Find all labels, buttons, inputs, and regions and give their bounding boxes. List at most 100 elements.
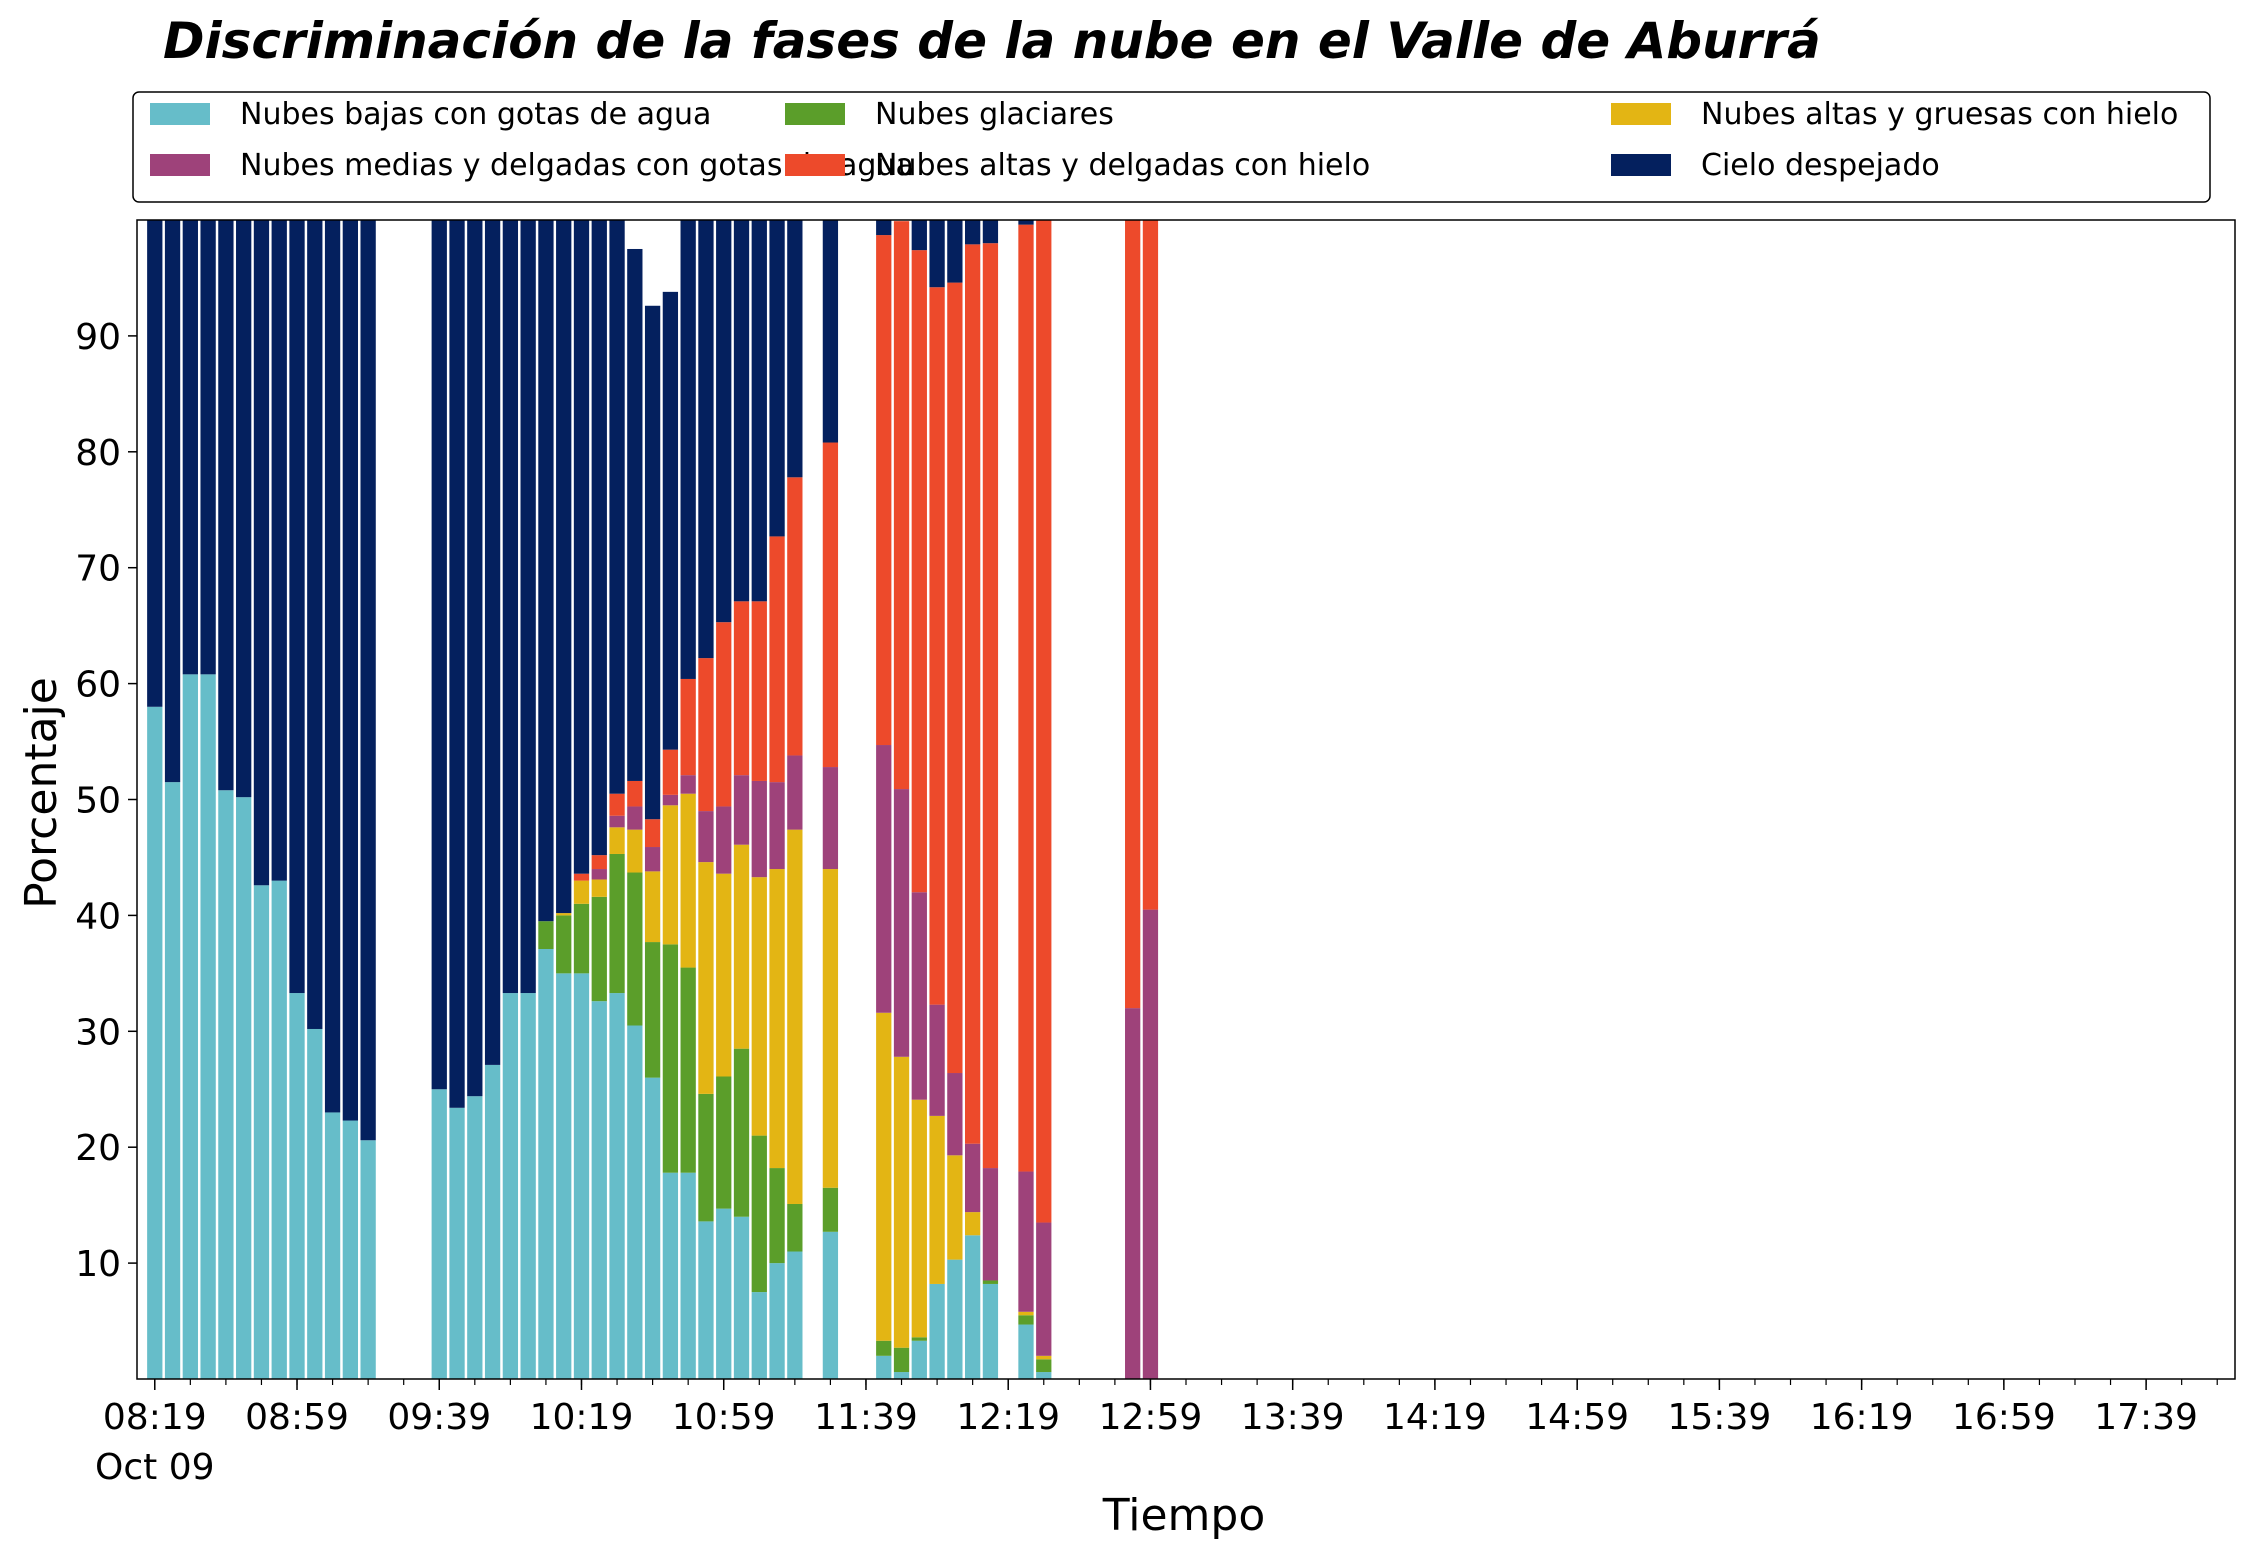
bar-segment-2-31 [698,1093,714,1222]
bar-segment-6-26 [609,220,625,794]
bar-segment-6-41 [876,220,892,236]
bar-segment-3-42 [893,1056,910,1348]
bar-segment-6-49 [1018,220,1034,225]
bar-segment-1-19 [484,1064,501,1379]
bar-segment-1-32 [716,1208,732,1379]
bar-segment-4-26 [609,815,625,828]
bar-segment-3-28 [644,871,661,943]
bar-segment-5-35 [769,536,785,783]
legend: Nubes bajas con gotas de agua Nubes glaci… [132,91,2211,203]
bar-segment-3-41 [876,1012,892,1341]
y-tick-label-70: 70 [75,549,121,590]
bar-segment-6-16 [431,220,447,1090]
legend-swatch-6 [1611,154,1671,176]
bar-segment-6-38 [822,220,839,443]
bar-segment-3-26 [609,827,625,854]
x-tick-label-979: 16:19 [1810,1397,1914,1438]
bar-segment-6-46 [965,220,981,245]
bar-segment-4-32 [716,806,732,874]
legend-swatch-3 [1611,103,1671,125]
bar-segment-1-30 [680,1172,696,1379]
bar-segment-2-35 [769,1168,785,1264]
x-tick-label-619: 10:19 [530,1397,634,1438]
legend-swatch-5 [785,154,845,176]
bar-segment-1-8 [289,993,305,1379]
bar-segment-4-29 [662,794,679,806]
bar-segment-2-33 [733,1048,750,1217]
bar-segment-5-41 [876,235,892,746]
bar-segment-6-9 [307,220,323,1029]
bar-segment-1-46 [965,1235,981,1379]
legend-swatch-1 [150,103,210,125]
bar-segment-1-6 [253,885,270,1379]
legend-label-5: Nubes altas y delgadas con hielo [875,148,1370,183]
bar-segment-6-32 [716,220,732,623]
x-tick-label-899: 14:59 [1525,1397,1629,1438]
bar-segment-3-31 [698,862,714,1094]
bar-segment-2-22 [538,921,554,950]
bar-segment-5-55 [1125,220,1141,1009]
bar-segment-5-25 [591,855,607,870]
bar-segment-1-36 [787,1251,803,1379]
bar-segment-6-21 [520,220,536,994]
bar-segment-1-31 [698,1221,714,1379]
x-tick-label-859: 14:19 [1383,1397,1487,1438]
x-tick-label-659: 10:59 [672,1397,776,1438]
bar-segment-4-55 [1125,1008,1141,1379]
bar-segment-1-24 [573,973,590,1379]
bar-segment-4-50 [1036,1222,1052,1356]
bar-segment-5-31 [698,658,714,812]
bar-segment-6-28 [644,305,661,820]
bar-segment-4-25 [591,869,607,880]
y-tick-label-90: 90 [75,317,121,358]
bar-segment-3-36 [787,829,803,1204]
bar-segment-6-24 [573,220,590,874]
bar-segment-1-9 [307,1028,323,1379]
bar-segment-2-34 [751,1135,767,1293]
bar-segment-3-30 [680,793,696,968]
bar-segment-1-5 [236,797,252,1379]
bar-segment-5-46 [965,244,981,1144]
y-tick-label-60: 60 [75,665,121,706]
bar-segment-5-38 [822,442,839,768]
bar-segment-6-10 [324,220,341,1113]
bar-segment-4-43 [911,892,927,1100]
bar-segment-2-36 [787,1203,803,1252]
x-tick-label-939: 15:39 [1668,1397,1772,1438]
bar-segment-1-3 [200,674,216,1379]
bar-segment-2-27 [627,872,643,1026]
bar-segment-6-3 [200,220,216,675]
bar-segment-6-36 [787,220,803,478]
bar-segment-3-44 [929,1115,945,1284]
bar-segment-2-43 [911,1337,927,1341]
bar-segment-5-36 [787,477,803,756]
bar-segment-3-35 [769,869,785,1169]
bar-segment-6-31 [698,220,714,659]
bar-segment-3-49 [1018,1311,1034,1316]
bar-segment-4-27 [627,806,643,830]
bar-segment-1-38 [822,1231,839,1379]
bar-segment-4-33 [733,775,750,845]
bar-segment-6-2 [182,220,198,675]
bar-segment-1-0 [147,706,163,1379]
bar-segment-5-32 [716,622,732,807]
bar-segment-6-7 [271,220,287,881]
bar-segment-1-28 [644,1077,661,1379]
bar-segment-3-33 [733,844,750,1049]
bar-segment-6-20 [502,220,519,994]
bar-segment-1-2 [182,674,198,1379]
bar-segment-5-24 [573,873,590,881]
bar-segment-6-4 [218,220,234,791]
bar-segment-6-6 [253,220,270,886]
x-tick-label-779: 12:59 [1099,1397,1203,1438]
bar-segment-2-50 [1036,1359,1052,1373]
bar-segment-5-50 [1036,220,1052,1223]
bar-segment-6-34 [751,220,767,602]
bar-segment-5-28 [644,819,661,848]
bar-segment-1-45 [947,1259,963,1379]
x-tick-label-539: 08:59 [245,1397,349,1438]
bar-segment-1-23 [556,973,572,1379]
bar-segment-6-44 [929,220,945,288]
bar-segment-2-42 [893,1347,910,1373]
